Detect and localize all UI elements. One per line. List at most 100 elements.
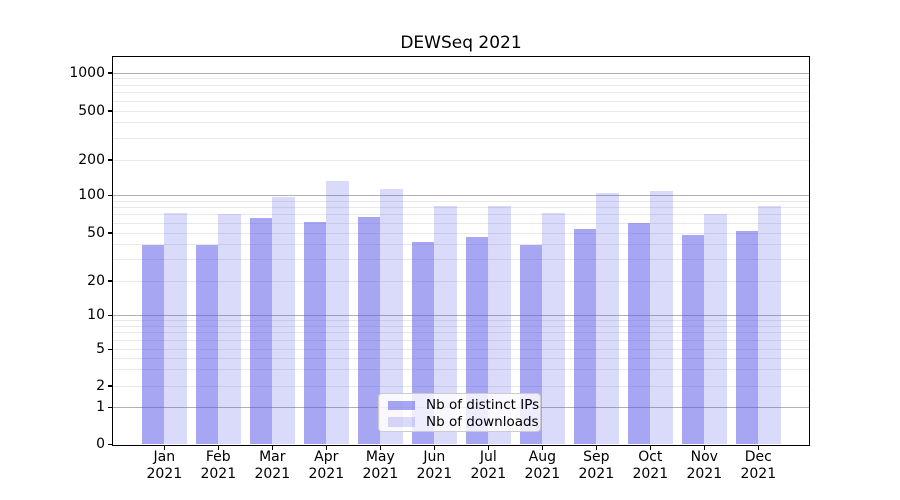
x-tick-month: Nov [690,449,718,465]
minor-gridline [113,122,809,124]
major-gridline [113,315,809,317]
x-tick-year: 2021 [686,466,723,482]
x-tick-label: Sep 2021 [564,449,628,483]
x-tick-year: 2021 [254,466,291,482]
x-tick-label: Jan 2021 [132,449,196,483]
y-tick-label: 5 [96,340,105,357]
minor-gridline [113,159,809,161]
x-tick-mark [757,445,759,450]
minor-gridline [113,84,809,86]
minor-gridline [113,92,809,94]
y-tick-mark [107,315,113,317]
x-tick-label: Jul 2021 [456,449,520,483]
minor-gridline [113,348,809,350]
x-tick-year: 2021 [200,466,237,482]
major-gridline [113,72,809,74]
bar-ips-9 [627,223,651,445]
bar-downloads-3 [326,181,349,445]
x-tick-year: 2021 [146,466,183,482]
x-tick-mark [595,445,597,450]
bar-downloads-4 [380,188,403,445]
y-tick-mark [107,110,113,112]
x-tick-year: 2021 [578,466,615,482]
minor-gridline [113,214,809,216]
y-tick-label: 50 [87,224,105,241]
x-tick-year: 2021 [416,466,453,482]
x-tick-month: Sep [583,449,610,465]
x-tick-label: Apr 2021 [294,449,358,483]
minor-gridline [113,244,809,246]
legend: Nb of distinct IPs Nb of downloads [378,393,541,432]
y-tick-mark [107,72,113,74]
bar-ips-8 [573,228,597,445]
bar-downloads-8 [596,193,619,445]
x-tick-label: Mar 2021 [240,449,304,483]
bar-downloads-7 [542,212,565,445]
x-tick-mark [163,445,165,450]
x-tick-label: May 2021 [348,449,412,483]
minor-gridline [113,110,809,112]
bar-downloads-9 [650,190,673,445]
minor-gridline [113,385,809,387]
x-tick-label: Aug 2021 [510,449,574,483]
y-tick-label: 200 [78,151,105,168]
minor-gridline [113,332,809,334]
y-tick-mark [107,159,113,161]
minor-gridline [113,280,809,282]
minor-gridline [113,339,809,341]
minor-gridline [113,222,809,224]
y-tick-mark [107,232,113,234]
x-tick-mark [379,445,381,450]
x-tick-mark [325,445,327,450]
x-tick-month: Aug [528,449,556,465]
minor-gridline [113,259,809,261]
minor-gridline [113,207,809,209]
bar-downloads-11 [758,205,781,445]
y-tick-mark [107,195,113,197]
bar-downloads-6 [488,205,511,445]
y-tick-label: 100 [78,187,105,204]
bar-ips-0 [141,244,165,445]
legend-label: Nb of distinct IPs [426,397,540,414]
legend-label: Nb of downloads [426,413,539,430]
legend-swatch [388,417,415,427]
y-tick-label: 500 [78,102,105,119]
minor-gridline [113,78,809,80]
bar-ips-6 [465,237,489,445]
legend-swatch [388,400,415,410]
x-tick-year: 2021 [362,466,399,482]
minor-gridline [113,100,809,102]
y-tick-mark [107,385,113,387]
x-tick-label: Jun 2021 [402,449,466,483]
x-tick-label: Nov 2021 [672,449,736,483]
y-tick-label: 2 [96,377,105,394]
x-tick-month: Apr [314,449,339,465]
bar-downloads-0 [164,212,187,445]
minor-gridline [113,137,809,139]
x-tick-mark [271,445,273,450]
y-tick-mark [107,280,113,282]
y-tick-mark [107,443,113,445]
minor-gridline [113,369,809,371]
x-tick-year: 2021 [740,466,777,482]
chart-title: DEWSeq 2021 [400,33,522,53]
major-gridline [113,195,809,197]
bar-ips-4 [357,217,381,445]
bar-downloads-2 [272,197,295,445]
y-tick-label: 1 [96,399,105,416]
x-tick-year: 2021 [308,466,345,482]
x-tick-mark [487,445,489,450]
minor-gridline [113,232,809,234]
y-tick-label: 0 [96,435,105,452]
x-tick-month: Dec [744,449,772,465]
x-tick-year: 2021 [470,466,507,482]
x-tick-year: 2021 [524,466,561,482]
legend-row: Nb of distinct IPs [388,397,539,414]
x-tick-mark [703,445,705,450]
x-tick-mark [433,445,435,450]
bar-ips-11 [735,230,759,445]
minor-gridline [113,200,809,202]
bar-downloads-5 [434,205,457,445]
x-tick-mark [649,445,651,450]
